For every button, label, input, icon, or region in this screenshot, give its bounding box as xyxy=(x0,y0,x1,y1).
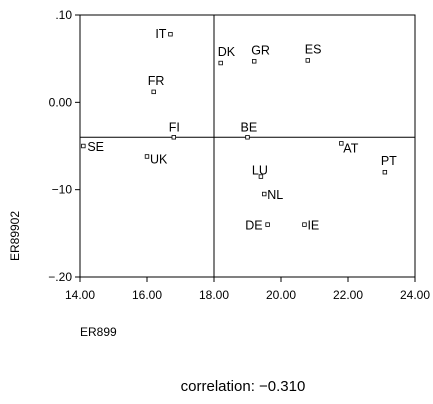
point-label-nl: NL xyxy=(267,188,283,202)
y-axis-ticks: .10 0.00 −10 −.20 xyxy=(48,8,80,284)
x-axis-title: ER899 xyxy=(80,325,117,339)
point-label-fr: FR xyxy=(148,74,165,88)
data-point-at xyxy=(339,141,344,146)
point-label-de: DE xyxy=(245,219,262,233)
x-tick-label: 14.00 xyxy=(65,288,95,302)
point-label-pt: PT xyxy=(381,154,397,168)
data-point-pt xyxy=(382,169,388,175)
point-label-it: IT xyxy=(155,27,166,41)
point-label-se: SE xyxy=(87,140,104,154)
x-tick-label: 18.00 xyxy=(199,288,229,302)
correlation-caption: correlation: −0.310 xyxy=(181,378,306,395)
data-point-se xyxy=(81,143,86,149)
data-point-it xyxy=(168,32,173,37)
data-point-es xyxy=(305,58,310,63)
data-point-uk xyxy=(144,154,150,159)
data-point-gr xyxy=(251,59,257,64)
x-tick-label: 22.00 xyxy=(333,288,363,302)
y-tick-label: 0.00 xyxy=(49,95,73,109)
data-point-nl xyxy=(262,191,267,197)
data-point-fi xyxy=(171,135,176,140)
x-tick-label: 24.00 xyxy=(400,288,430,302)
plot-frame xyxy=(79,14,416,278)
data-point-dk xyxy=(218,60,223,66)
point-label-ie: IE xyxy=(307,219,319,233)
point-label-dk: DK xyxy=(218,45,236,59)
data-point-lu xyxy=(258,174,264,179)
point-label-uk: UK xyxy=(150,152,168,166)
y-tick-label: .10 xyxy=(55,8,72,22)
point-label-es: ES xyxy=(305,42,322,56)
data-point-de xyxy=(265,222,270,227)
point-label-lu: LU xyxy=(252,164,268,178)
x-tick-label: 20.00 xyxy=(266,288,296,302)
x-tick-label: 16.00 xyxy=(132,288,162,302)
data-point-ie xyxy=(302,222,307,227)
x-axis-ticks: 14.00 16.00 18.00 20.00 22.00 24.00 xyxy=(65,277,430,302)
y-tick-label: −.20 xyxy=(48,270,72,284)
y-tick-label: −10 xyxy=(52,183,73,197)
data-points: IT DK GR ES FR FI BE SE AT UK PT LU NL DE IE xyxy=(81,27,397,233)
y-axis-title: ER89902 xyxy=(8,211,22,261)
point-label-fi: FI xyxy=(169,120,180,134)
data-point-be xyxy=(245,135,250,140)
point-label-be: BE xyxy=(241,120,258,134)
data-point-fr xyxy=(151,89,156,95)
point-label-at: AT xyxy=(343,141,358,155)
point-label-gr: GR xyxy=(251,43,270,57)
